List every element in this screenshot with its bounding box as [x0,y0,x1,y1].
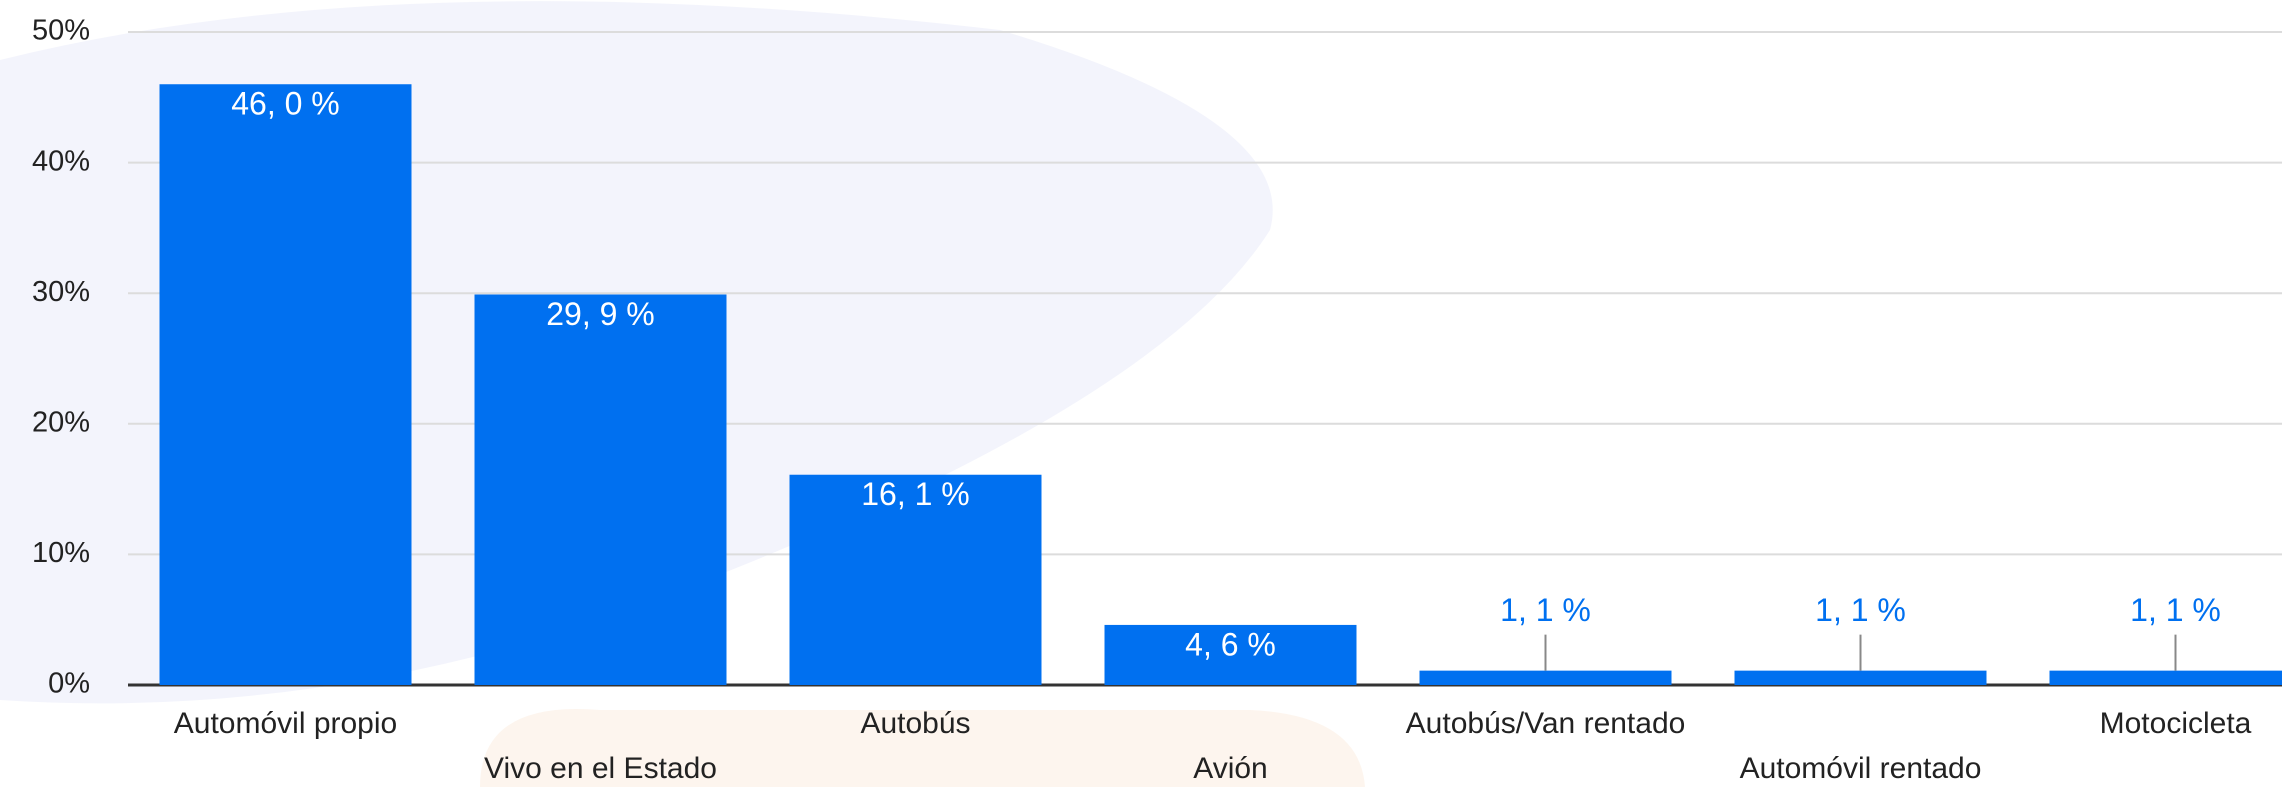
y-tick-label: 30% [32,276,90,308]
bar [159,84,412,686]
y-tick-label: 20% [32,406,90,438]
y-tick-label: 40% [32,145,90,177]
x-tick-label: Avión [1193,752,1268,785]
value-label: 29, 9 % [546,296,655,332]
x-tick-label: Automóvil rentado [1740,752,1982,785]
y-tick-label: 10% [32,537,90,569]
bar [1419,670,1672,685]
value-label: 1, 1 % [2130,592,2221,628]
y-tick-label: 50% [32,15,90,47]
x-tick-label: Autobús [860,707,970,740]
x-tick-label: Motocicleta [2100,707,2252,740]
bar [1734,670,1987,685]
value-label: 4, 6 % [1185,626,1276,662]
x-tick-label: Automóvil propio [174,707,397,740]
y-tick-label: 0% [48,668,90,700]
value-label: 16, 1 % [861,476,970,512]
bar [2049,670,2282,685]
bar [789,474,1042,685]
bar [474,294,727,685]
value-label: 46, 0 % [231,86,340,122]
value-label: 1, 1 % [1815,592,1906,628]
value-label: 1, 1 % [1500,592,1591,628]
background-shape [480,708,1365,787]
x-tick-label: Vivo en el Estado [484,752,717,785]
bar [1104,624,1357,685]
x-tick-label: Autobús/Van rentado [1406,707,1686,740]
